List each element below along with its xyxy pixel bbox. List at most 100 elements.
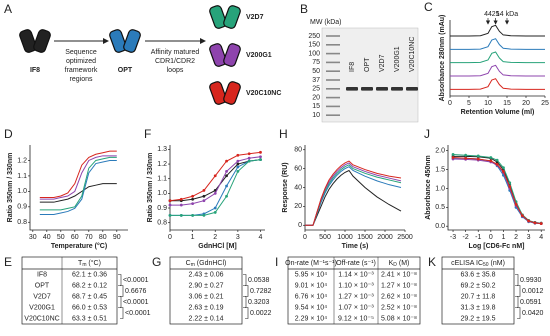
panel-label: K	[428, 255, 436, 269]
data-point	[539, 222, 543, 225]
table-border	[441, 256, 515, 325]
table-cell: 69.2 ± 50.2	[461, 282, 496, 289]
series-line	[450, 38, 545, 50]
y-axis-title: Ratio 350nm / 330nm	[147, 153, 154, 223]
table-cell: 63.3 ± 0.51	[72, 315, 107, 322]
x-tick-label: 2000	[377, 234, 393, 241]
data-point	[168, 203, 172, 207]
variant-label: V2D7	[246, 14, 264, 21]
ladder-label: 37	[312, 77, 320, 84]
gel	[321, 27, 419, 123]
data-point	[514, 202, 518, 206]
ladder-band	[326, 88, 340, 90]
ladder-band	[326, 44, 340, 46]
table-cell: 63.6 ± 35.8	[461, 271, 496, 278]
p-value: <0.0001	[123, 299, 149, 306]
table-cell: 20.7 ± 11.8	[461, 293, 496, 300]
x-tick-label: 1000	[337, 234, 353, 241]
header-text: T	[78, 260, 83, 267]
antibody-icon	[123, 29, 141, 53]
y-axis-title: Ratio 350nm / 330nm	[7, 153, 14, 223]
data-point	[225, 174, 228, 178]
antibody-icon	[209, 43, 227, 67]
x-tick-label: 60	[71, 234, 79, 241]
y-tick-label: 1.0	[435, 185, 445, 192]
table-cell: 62.1 ± 0.36	[72, 271, 107, 278]
data-point	[476, 154, 480, 158]
x-tick-label: -1	[475, 234, 481, 241]
table-cell: 9.54 × 10⁴	[295, 304, 327, 311]
antibody-icon	[19, 29, 37, 53]
header-text: (GdnHCl)	[195, 260, 227, 267]
data-point	[476, 157, 480, 161]
step-text: Affinity matured	[151, 49, 200, 56]
y-tick-label: 1.1	[157, 176, 167, 183]
data-point	[213, 191, 217, 195]
significance-bracket	[515, 296, 519, 308]
x-tick-label: 3	[527, 234, 531, 241]
y-tick-label: 1.5	[435, 166, 445, 173]
panel-label: D	[4, 127, 13, 141]
y-tick-label: 1.0	[17, 188, 27, 195]
data-point	[225, 159, 228, 163]
y-tick-label: 0.9	[17, 204, 27, 211]
ladder-band	[326, 96, 340, 99]
data-point	[191, 213, 195, 217]
y-axis-title: Absorbance 450nm	[425, 155, 432, 220]
ladder-band	[326, 114, 340, 116]
x-tick-label: 30	[29, 234, 37, 241]
series-line	[450, 51, 545, 64]
significance-bracket	[243, 296, 247, 308]
ladder-label: 75	[312, 59, 320, 66]
series-line	[39, 159, 117, 216]
series-line	[39, 155, 117, 200]
series-line	[305, 160, 402, 226]
data-point	[502, 170, 505, 173]
significance-bracket	[118, 296, 122, 308]
y-axis-title: Response (RU)	[282, 162, 289, 212]
step-text: optimized	[66, 58, 96, 65]
data-point	[451, 153, 455, 156]
x-tick-label: 4	[539, 234, 543, 241]
data-point	[202, 189, 206, 192]
x-tick-label: 50	[57, 234, 65, 241]
series-line	[39, 150, 117, 199]
table-cell: 1.27 × 10⁻⁸	[381, 282, 417, 289]
p-value: <0.0001	[123, 277, 149, 284]
x-tick-label: 2500	[397, 234, 413, 241]
data-point	[191, 197, 195, 201]
data-point	[259, 158, 262, 162]
table-cell: 6.76 × 10⁴	[295, 293, 327, 300]
y-tick-label: 1.0	[157, 190, 167, 197]
data-point	[495, 162, 499, 166]
p-value: 0.0420	[522, 310, 544, 317]
data-point	[247, 159, 251, 163]
axis	[304, 145, 405, 231]
y-tick-label: 0.8	[157, 220, 167, 227]
x-tick-label: -3	[450, 234, 456, 241]
table-cell: 2.52 × 10⁻⁸	[381, 304, 417, 311]
x-tick-label: 15	[503, 100, 511, 107]
series-line	[453, 156, 542, 225]
sample-band	[361, 87, 373, 91]
table-cell: 1.27 × 10⁻³	[338, 293, 374, 300]
data-point	[213, 174, 217, 178]
lane-label: V2D7	[379, 54, 386, 72]
step-text: Sequence	[65, 49, 97, 56]
data-point	[489, 156, 493, 159]
x-tick-label: 20	[522, 100, 530, 107]
panel-label: B	[300, 2, 308, 16]
sample-band	[391, 87, 403, 91]
x-tick-label: 0	[303, 234, 307, 241]
x-tick-label: 1500	[357, 234, 373, 241]
data-point	[236, 169, 240, 173]
series-line	[305, 162, 402, 226]
p-value: 0.0538	[248, 277, 270, 284]
table-header: KD (M)	[389, 260, 410, 268]
data-point	[191, 194, 195, 198]
table-header: Tm (°C)	[78, 259, 101, 268]
data-point	[464, 153, 468, 157]
antibody-icon	[209, 81, 227, 105]
x-tick-label: 40	[43, 234, 51, 241]
data-point	[520, 214, 524, 218]
